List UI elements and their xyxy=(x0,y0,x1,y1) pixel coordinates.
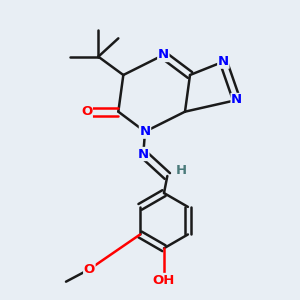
Text: N: N xyxy=(218,55,229,68)
Text: H: H xyxy=(175,164,186,176)
Text: N: N xyxy=(138,148,149,160)
Text: OH: OH xyxy=(153,274,175,286)
Text: O: O xyxy=(84,263,95,276)
Text: N: N xyxy=(140,125,151,138)
Text: N: N xyxy=(158,49,169,62)
Text: N: N xyxy=(231,94,242,106)
Text: O: O xyxy=(81,105,92,118)
